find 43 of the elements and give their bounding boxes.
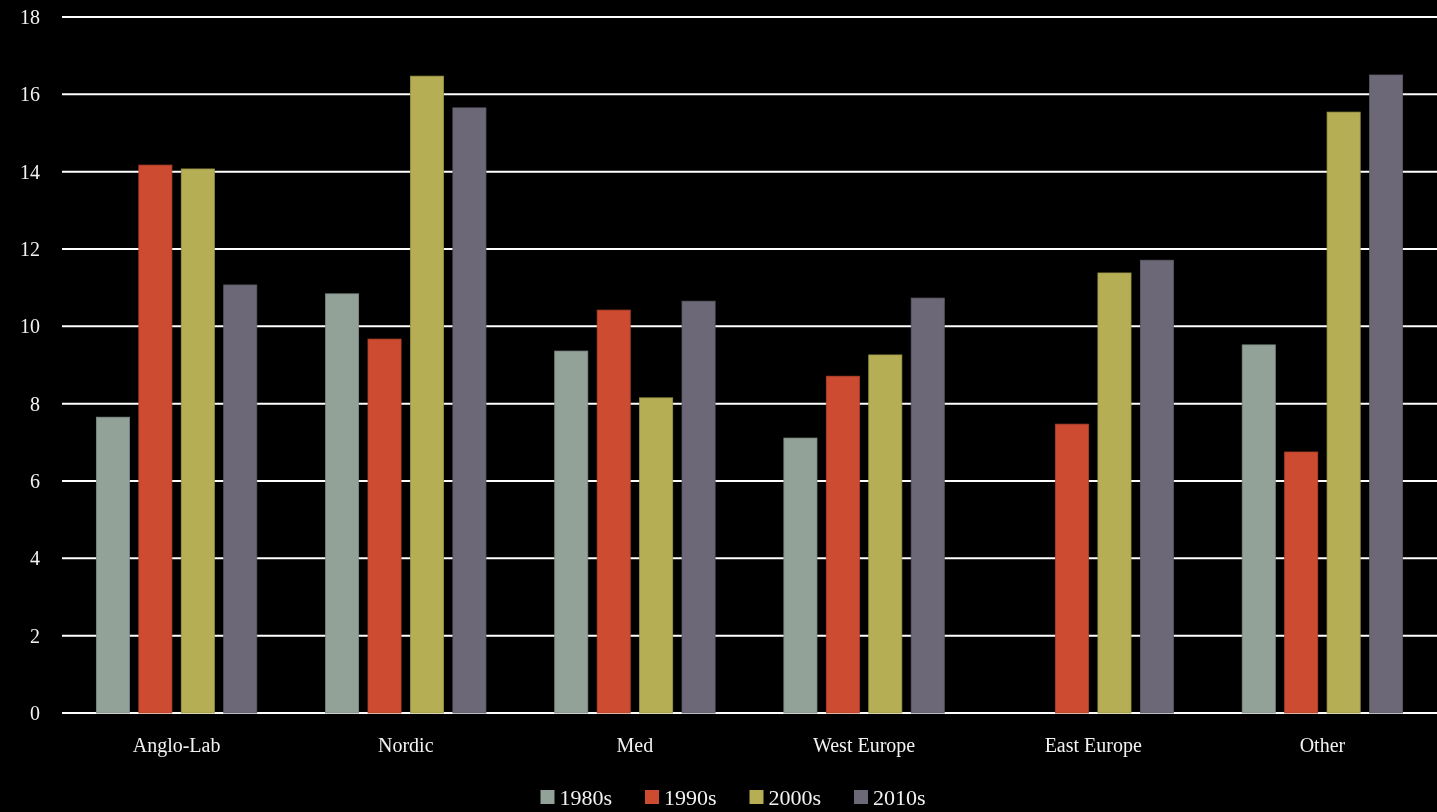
- bar: [223, 284, 258, 714]
- bar: [1241, 344, 1276, 714]
- bar: [367, 338, 402, 714]
- bar: [596, 309, 631, 714]
- y-tick-label: 2: [30, 624, 40, 647]
- bar: [910, 297, 945, 714]
- y-tick-label: 16: [20, 83, 40, 106]
- legend-label: 1990s: [664, 784, 717, 810]
- y-tick-label: 12: [20, 238, 40, 260]
- x-tick-label: Other: [1299, 734, 1346, 756]
- y-tick-label: 0: [30, 702, 40, 724]
- bar: [1055, 423, 1089, 714]
- bar: [1139, 259, 1174, 714]
- y-tick-label: 6: [30, 470, 40, 492]
- bar: [325, 293, 360, 714]
- bar: [783, 437, 818, 714]
- y-tick-label: 14: [20, 160, 40, 183]
- bar: [410, 75, 444, 714]
- bar: [95, 416, 130, 714]
- bar: [1326, 111, 1361, 714]
- x-tick-label: Med: [616, 734, 654, 756]
- bar: [681, 300, 716, 714]
- bar: [452, 107, 487, 714]
- y-tick-label: 8: [30, 392, 40, 415]
- legend-label: 1980s: [559, 784, 613, 810]
- y-tick-label: 4: [30, 547, 40, 570]
- x-tick-label: Anglo-Lab: [132, 734, 221, 757]
- x-tick-label: East Europe: [1044, 734, 1142, 757]
- y-tick-label: 18: [20, 6, 40, 28]
- x-tick-label: West Europe: [812, 734, 916, 757]
- bar: [1097, 272, 1132, 714]
- bar: [868, 354, 903, 714]
- bar: [1284, 451, 1319, 714]
- legend-label: 2010s: [873, 784, 926, 810]
- bar: [639, 397, 674, 714]
- bar: [180, 168, 215, 714]
- x-tick-label: Nordic: [377, 734, 434, 756]
- y-tick-label: 10: [20, 315, 40, 338]
- legend-label: 2000s: [768, 784, 822, 810]
- bar: [1369, 74, 1404, 714]
- bar: [554, 350, 589, 714]
- bar: [138, 164, 173, 714]
- bar: [825, 375, 860, 714]
